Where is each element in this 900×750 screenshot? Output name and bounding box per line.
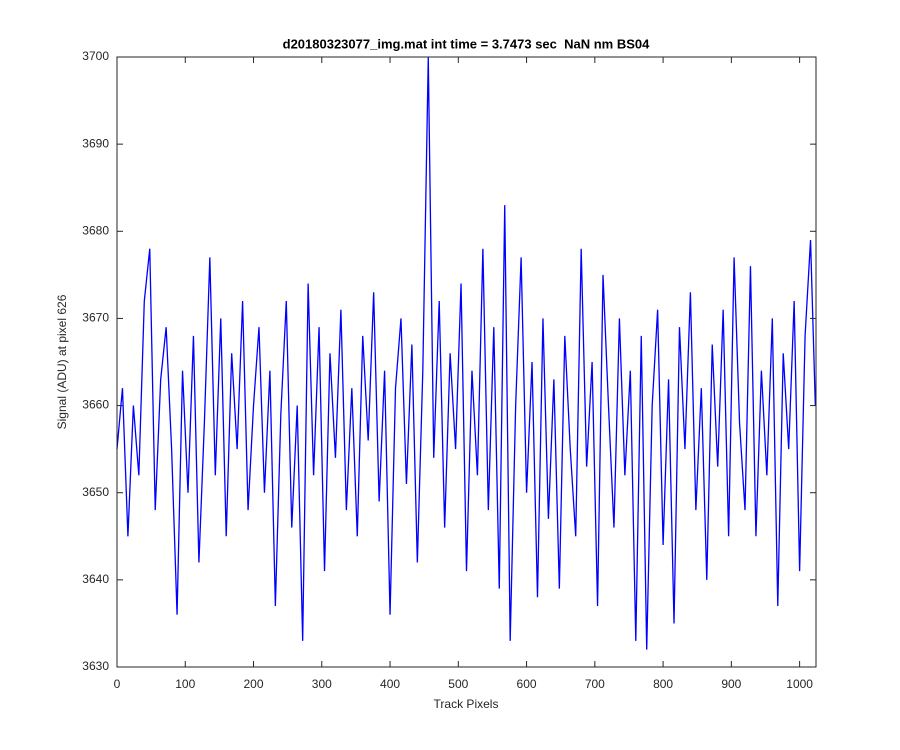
x-tick-label: 600: [517, 677, 537, 691]
x-axis-label: Track Pixels: [434, 697, 499, 711]
y-tick-label: 3660: [82, 398, 109, 412]
y-tick-label: 3670: [82, 311, 109, 325]
x-tick-label: 900: [721, 677, 741, 691]
y-tick-label: 3690: [82, 136, 109, 150]
y-tick-label: 3680: [82, 223, 109, 237]
x-tick-label: 0: [114, 677, 121, 691]
x-tick-label: 400: [380, 677, 400, 691]
y-axis-label: Signal (ADU) at pixel 626: [55, 294, 69, 429]
x-tick-label: 500: [448, 677, 468, 691]
x-tick-label: 100: [175, 677, 195, 691]
plot-box: [116, 56, 817, 668]
data-line: [116, 56, 816, 650]
y-tick-label: 3700: [82, 49, 109, 63]
x-tick-label: 200: [244, 677, 264, 691]
y-tick-label: 3630: [82, 659, 109, 673]
y-tick-label: 3640: [82, 572, 109, 586]
y-tick-label: 3650: [82, 485, 109, 499]
chart-title: d20180323077_img.mat int time = 3.7473 s…: [283, 36, 650, 51]
x-tick-label: 300: [312, 677, 332, 691]
x-tick-label: 800: [653, 677, 673, 691]
x-tick-label: 700: [585, 677, 605, 691]
x-tick-label: 1000: [786, 677, 813, 691]
